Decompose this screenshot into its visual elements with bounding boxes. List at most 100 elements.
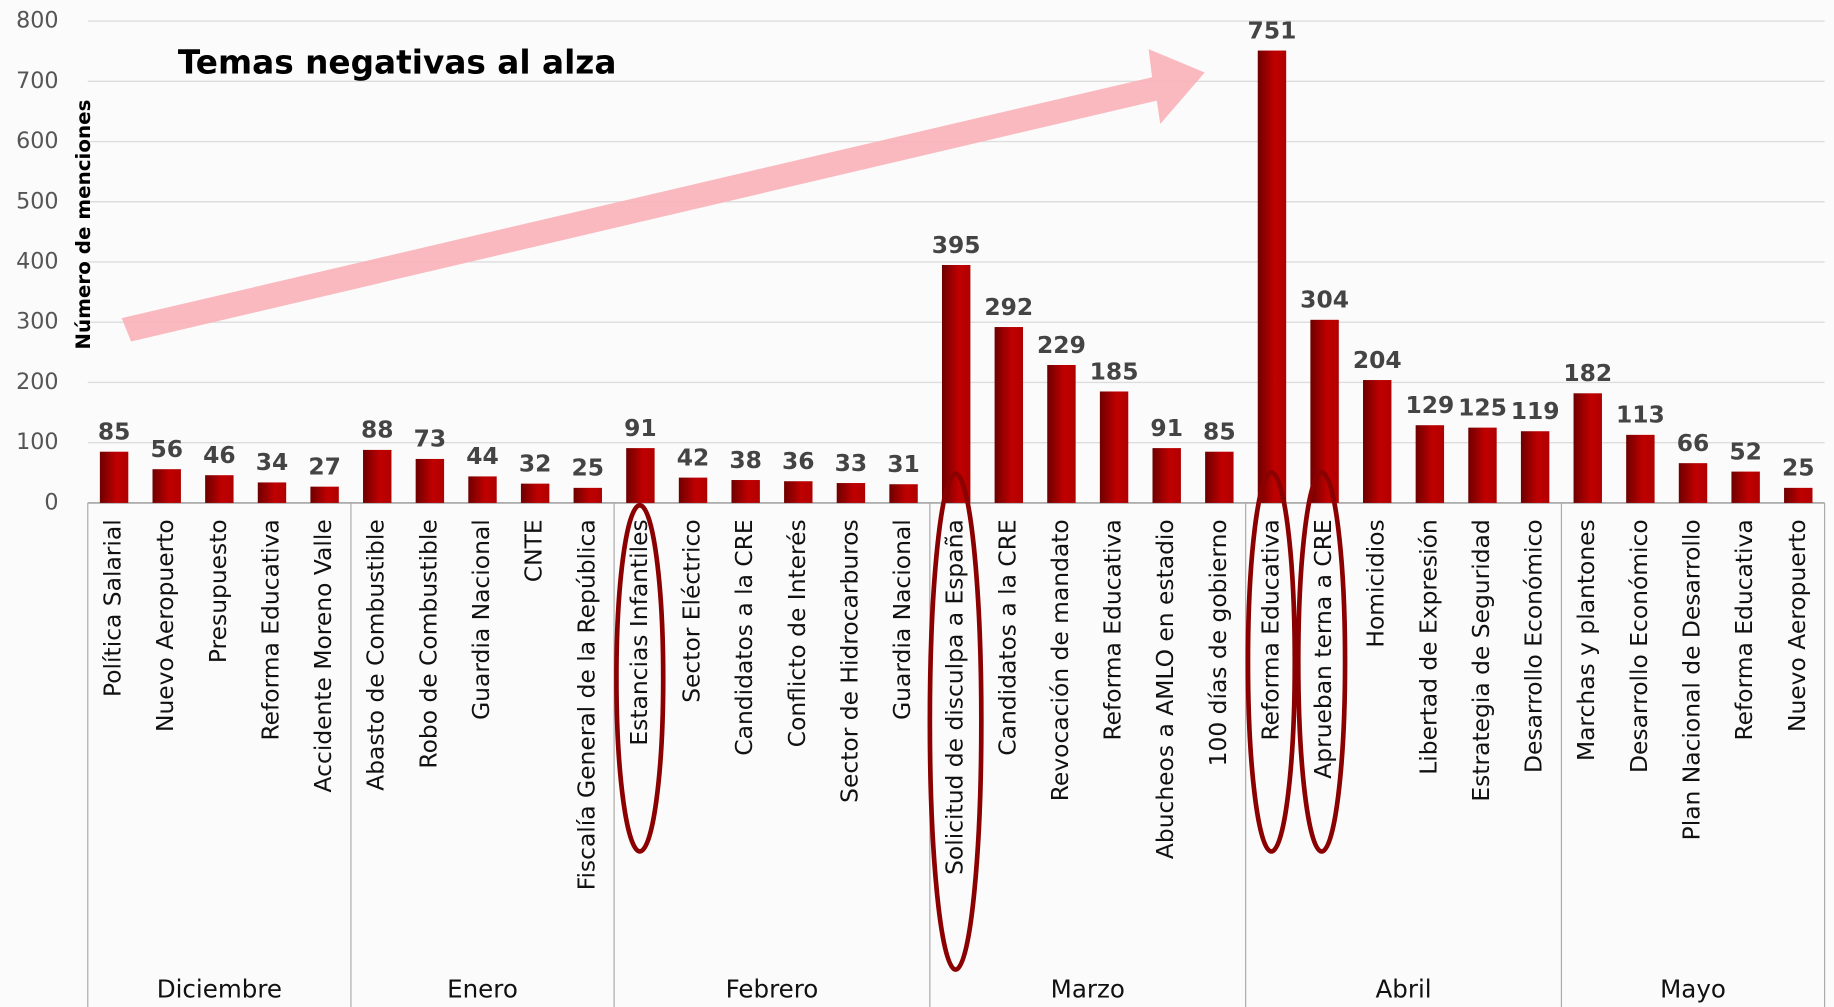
bar (1468, 427, 1497, 503)
bar (1152, 448, 1181, 503)
bar (415, 458, 445, 503)
x-tick-label: Presupuesto (204, 519, 232, 663)
x-tick-label: Conflicto de Interés (783, 519, 811, 747)
value-label: 204 (1353, 346, 1402, 374)
x-tick-label: Guardia Nacional (467, 519, 495, 720)
group-label: Marzo (1051, 975, 1125, 1004)
x-tick-label: Abasto de Combustible (362, 519, 390, 790)
value-label: 395 (932, 231, 981, 259)
group-label: Mayo (1660, 975, 1726, 1004)
value-label: 25 (572, 454, 605, 482)
value-label: 52 (1729, 437, 1762, 465)
value-label: 119 (1511, 397, 1560, 425)
x-tick-label: Reforma Educativa (1730, 519, 1758, 740)
value-label: 229 (1037, 331, 1086, 359)
x-tick-label: Estrategia de Seguridad (1467, 519, 1495, 801)
value-label: 46 (203, 441, 236, 469)
x-tick-label: Reforma Educativa (256, 519, 284, 740)
bar (1626, 434, 1655, 503)
x-tick-label: Accidente Moreno Valle (309, 519, 337, 792)
highlight-ellipse (927, 471, 984, 972)
bar (994, 327, 1024, 503)
value-label: 27 (308, 452, 341, 480)
bar (1520, 431, 1550, 503)
x-tick-label: Homicidios (1362, 519, 1390, 647)
value-label: 129 (1405, 391, 1454, 419)
marks: 85 Política Salarial 56 Nuevo Aeropuerto 46 P… (98, 16, 1815, 1003)
x-tick-label: Libertad de Expresión (1414, 519, 1442, 774)
bar (363, 449, 392, 503)
highlight-ellipse (1295, 470, 1348, 854)
value-label: 25 (1782, 454, 1815, 482)
bar (1678, 463, 1708, 503)
value-label: 56 (150, 435, 183, 463)
y-tick-label: 600 (16, 128, 58, 154)
bar (731, 480, 760, 503)
bar (520, 483, 550, 503)
bar (257, 482, 287, 503)
y-tick-label: 500 (16, 188, 58, 214)
x-tick-label: Sector de Hidrocarburos (835, 519, 863, 803)
x-tick-label: Política Salarial (99, 519, 127, 697)
bar (626, 448, 655, 503)
x-tick-label: Candidatos a la CRE (993, 519, 1021, 755)
value-label: 44 (466, 442, 499, 470)
y-tick-label: 800 (16, 8, 58, 34)
bar (941, 264, 971, 503)
value-label: 36 (782, 447, 815, 475)
x-tick-label: Reforma Educativa (1099, 519, 1127, 740)
x-tick-label: Aprueban terna a CRE (1309, 519, 1337, 778)
x-tick-label: Marchas y plantones (1572, 519, 1600, 761)
x-tick-label: 100 días de gobierno (1204, 519, 1232, 766)
x-tick-label: Estancias Infantiles (625, 519, 653, 745)
highlight-ellipse (614, 502, 666, 854)
y-tick-label: 100 (16, 429, 58, 455)
x-tick-label: Nuevo Aeropuerto (1783, 519, 1811, 732)
y-tick-label: 200 (16, 369, 58, 395)
bar (1784, 487, 1813, 503)
x-tick-label: CNTE (520, 519, 548, 582)
x-tick-label: Reforma Educativa (1256, 519, 1284, 740)
x-tick-label: Solicitud de disculpa a España (941, 519, 969, 875)
bar (1573, 393, 1602, 503)
trend-arrow (121, 49, 1205, 342)
value-label: 42 (677, 443, 710, 471)
value-label: 182 (1563, 359, 1612, 387)
bar (205, 475, 234, 503)
group-label: Enero (447, 975, 518, 1004)
value-label: 88 (361, 416, 394, 444)
y-axis-label: Número de menciones (72, 100, 95, 350)
y-tick-label: 0 (44, 489, 58, 515)
value-label: 91 (1150, 414, 1183, 442)
value-label: 31 (887, 450, 920, 478)
y-tick-label: 400 (16, 248, 58, 274)
bar (836, 483, 866, 503)
value-label: 91 (624, 414, 657, 442)
x-tick-label: Candidatos a la CRE (730, 519, 758, 755)
bar (784, 481, 813, 503)
bar (152, 469, 181, 503)
bar (1731, 471, 1760, 503)
value-label: 38 (729, 446, 762, 474)
bar (1099, 391, 1129, 503)
bar (889, 484, 918, 503)
bar (1205, 451, 1234, 503)
group-label: Abril (1375, 975, 1431, 1004)
bar (310, 486, 339, 503)
value-label: 185 (1090, 357, 1139, 385)
value-label: 32 (519, 449, 552, 477)
x-tick-label: Abucheos a AMLO en estadio (1151, 519, 1179, 859)
value-label: 751 (1248, 16, 1297, 44)
annotation: Temas negativas al alza (178, 43, 617, 81)
x-tick-label: Desarrollo Económico (1625, 519, 1653, 773)
value-label: 125 (1458, 393, 1507, 421)
y-tick-label: 300 (16, 309, 58, 335)
value-label: 85 (98, 418, 131, 446)
value-label: 73 (414, 425, 447, 453)
bar (678, 477, 708, 503)
value-label: 85 (1203, 418, 1236, 446)
y-tick-label: 700 (16, 68, 58, 94)
highlights (614, 470, 1348, 972)
x-tick-label: Plan Nacional de Desarrollo (1678, 519, 1706, 840)
